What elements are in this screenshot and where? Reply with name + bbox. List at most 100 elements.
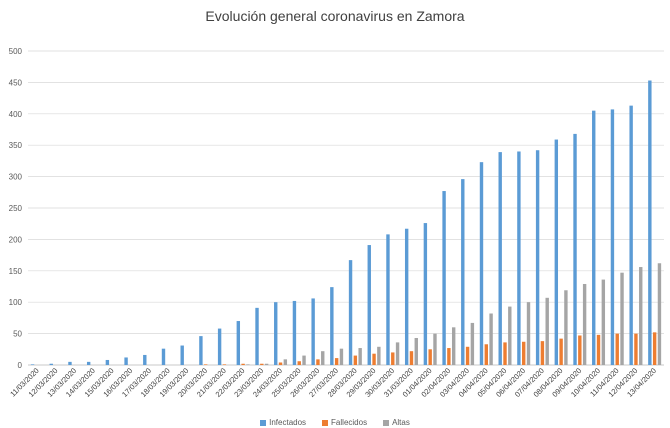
bar-fallecidos-13 (278, 362, 283, 365)
bar-altas-17 (358, 348, 362, 365)
bar-infectados-2 (68, 361, 72, 365)
bar-infectados-1 (49, 363, 53, 365)
bar-altas-28 (564, 290, 568, 365)
bar-fallecidos-25 (503, 342, 507, 365)
bar-altas-16 (339, 348, 344, 365)
y-tick-label-400: 400 (9, 110, 23, 119)
bar-altas-25 (508, 306, 512, 365)
legend: Infectados Fallecidos Altas (0, 418, 670, 427)
legend-swatch-altas (383, 419, 390, 426)
bar-fallecidos-20 (409, 351, 414, 365)
bar-infectados-22 (442, 191, 446, 365)
bar-infectados-26 (517, 151, 521, 365)
bar-altas-15 (321, 351, 325, 365)
bar-infectados-10 (217, 328, 222, 365)
bar-fallecidos-16 (334, 358, 339, 365)
bar-fallecidos-29 (578, 335, 582, 365)
bar-altas-22 (451, 327, 456, 365)
bar-altas-21 (433, 333, 437, 365)
y-tick-label-0: 0 (18, 361, 23, 370)
bar-altas-33 (657, 263, 662, 365)
y-tick-label-250: 250 (9, 204, 23, 213)
legend-label-infectados: Infectados (269, 418, 307, 427)
bar-fallecidos-26 (522, 341, 526, 365)
bar-fallecidos-30 (596, 334, 601, 365)
bar-fallecidos-18 (372, 353, 376, 365)
bar-altas-12 (264, 363, 269, 365)
y-tick-label-350: 350 (9, 141, 23, 150)
bar-infectados-6 (143, 354, 147, 365)
bar-infectados-21 (423, 223, 428, 365)
bar-infectados-32 (629, 105, 633, 366)
bar-infectados-27 (535, 150, 540, 365)
bar-altas-23 (470, 322, 475, 365)
y-tick-label-100: 100 (9, 298, 23, 307)
bar-fallecidos-14 (297, 361, 301, 365)
bar-altas-26 (526, 302, 531, 365)
bar-altas-20 (414, 337, 418, 365)
y-tick-label-200: 200 (9, 235, 23, 244)
bar-altas-13 (283, 359, 288, 365)
legend-label-fallecidos: Fallecidos (331, 418, 368, 427)
legend-item-altas: Altas (383, 418, 410, 427)
bar-fallecidos-15 (316, 359, 320, 365)
y-tick-label-150: 150 (9, 267, 23, 276)
bar-infectados-18 (367, 245, 371, 365)
y-tick-label-300: 300 (9, 173, 23, 182)
bar-infectados-15 (311, 298, 315, 365)
legend-label-altas: Altas (392, 418, 410, 427)
bar-infectados-5 (124, 357, 128, 365)
bar-fallecidos-12 (260, 363, 264, 365)
bar-infectados-9 (199, 336, 203, 365)
bar-infectados-24 (479, 162, 484, 365)
legend-swatch-infectados (260, 419, 267, 426)
y-tick-label-50: 50 (13, 330, 22, 339)
legend-swatch-fallecidos (322, 419, 329, 426)
bar-infectados-33 (648, 80, 652, 366)
bar-fallecidos-31 (615, 333, 619, 365)
bar-infectados-25 (498, 152, 502, 365)
bar-fallecidos-9 (204, 364, 208, 365)
y-tick-label-450: 450 (9, 78, 23, 87)
bar-fallecidos-32 (634, 333, 638, 365)
bar-infectados-16 (330, 287, 334, 365)
bar-altas-18 (377, 346, 381, 365)
bar-altas-31 (620, 272, 624, 365)
bar-infectados-11 (236, 321, 241, 365)
bar-infectados-13 (274, 302, 278, 365)
bar-infectados-14 (292, 300, 297, 365)
bar-fallecidos-11 (241, 363, 245, 365)
bar-infectados-29 (573, 133, 577, 365)
bar-fallecidos-17 (353, 355, 358, 365)
bar-fallecidos-19 (391, 352, 395, 365)
chart-title: Evolución general coronavirus en Zamora (205, 8, 465, 24)
bar-infectados-0 (30, 364, 35, 365)
bar-infectados-20 (404, 228, 409, 365)
bar-altas-24 (489, 313, 493, 365)
bar-infectados-4 (105, 359, 110, 365)
bar-fallecidos-27 (540, 341, 545, 365)
bar-infectados-12 (255, 307, 259, 365)
bar-infectados-8 (180, 345, 184, 365)
bar-infectados-7 (161, 348, 166, 365)
bar-altas-27 (545, 297, 549, 365)
bar-altas-11 (246, 364, 250, 365)
bar-fallecidos-33 (652, 332, 657, 365)
y-tick-label-500: 500 (9, 47, 23, 56)
bar-fallecidos-10 (222, 364, 227, 365)
bar-altas-19 (395, 342, 400, 365)
bar-infectados-28 (554, 139, 559, 365)
bar-fallecidos-21 (428, 349, 432, 365)
bar-infectados-19 (386, 234, 390, 365)
bar-infectados-23 (461, 179, 465, 365)
legend-item-fallecidos: Fallecidos (322, 418, 367, 427)
bar-altas-29 (582, 283, 587, 365)
bar-infectados-3 (86, 361, 91, 365)
bar-infectados-30 (592, 110, 596, 365)
bar-fallecidos-28 (559, 338, 563, 365)
bar-altas-14 (302, 355, 306, 365)
bar-fallecidos-23 (465, 346, 470, 365)
bar-fallecidos-22 (447, 348, 451, 365)
